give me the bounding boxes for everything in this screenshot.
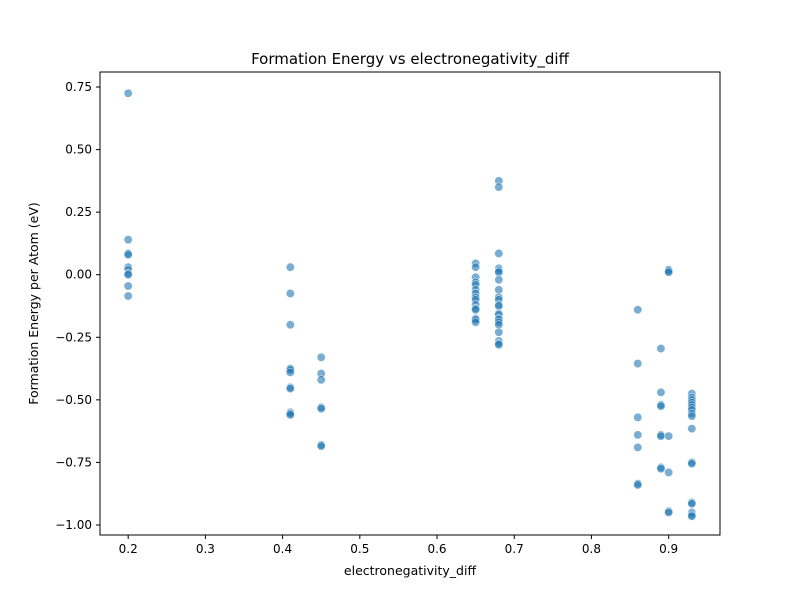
data-point — [633, 359, 643, 369]
data-point — [687, 499, 697, 509]
y-tick-label: −0.25 — [55, 330, 92, 344]
data-point — [316, 441, 326, 451]
data-point — [285, 320, 295, 330]
data-point — [494, 182, 504, 192]
y-tick-label: −1.00 — [55, 518, 92, 532]
data-point — [664, 431, 674, 441]
x-tick-label: 0.4 — [273, 542, 292, 556]
data-point — [687, 424, 697, 434]
data-point — [687, 459, 697, 469]
y-tick-label: −0.50 — [55, 393, 92, 407]
x-tick-label: 0.2 — [119, 542, 138, 556]
data-point — [494, 248, 504, 258]
data-point — [664, 267, 674, 277]
y-tick-label: 0.50 — [65, 143, 92, 157]
data-point — [687, 411, 697, 421]
data-point — [633, 412, 643, 422]
data-point — [471, 262, 481, 272]
y-tick-label: −0.75 — [55, 455, 92, 469]
data-point — [123, 281, 133, 291]
data-point — [316, 375, 326, 385]
y-axis-label: Formation Energy per Atom (eV) — [26, 202, 41, 405]
data-point — [494, 320, 504, 330]
data-points — [123, 88, 697, 521]
data-point — [285, 262, 295, 272]
data-point — [656, 387, 666, 397]
x-tick-label: 0.7 — [505, 542, 524, 556]
x-tick-label: 0.6 — [427, 542, 446, 556]
data-point — [633, 430, 643, 440]
data-point — [285, 410, 295, 420]
x-tick-label: 0.8 — [582, 542, 601, 556]
x-tick-label: 0.9 — [659, 542, 678, 556]
data-point — [664, 467, 674, 477]
data-point — [494, 285, 504, 295]
data-point — [494, 327, 504, 337]
data-point — [285, 367, 295, 377]
data-point — [494, 275, 504, 285]
x-tick-label: 0.5 — [350, 542, 369, 556]
data-point — [123, 250, 133, 260]
data-point — [494, 267, 504, 277]
y-tick-label: 0.25 — [65, 205, 92, 219]
plot-frame — [99, 71, 721, 536]
data-point — [494, 301, 504, 311]
data-point — [656, 344, 666, 354]
x-axis-ticks: 0.2 0.3 0.4 0.5 0.6 0.7 0.8 0.9 — [119, 535, 678, 556]
data-point — [285, 288, 295, 298]
x-tick-label: 0.3 — [196, 542, 215, 556]
data-point — [664, 507, 674, 517]
data-point — [471, 317, 481, 327]
data-point — [633, 480, 643, 490]
data-point — [471, 305, 481, 315]
y-axis-ticks: −1.00 −0.75 −0.50 −0.25 0.00 0.25 0.50 0.75 — [55, 80, 100, 532]
data-point — [123, 270, 133, 280]
chart-title: Formation Energy vs electronegativity_di… — [251, 50, 569, 69]
y-tick-label: 0.00 — [65, 268, 92, 282]
data-point — [633, 305, 643, 315]
data-point — [316, 404, 326, 414]
data-point — [656, 431, 666, 441]
x-axis-label: electronegativity_diff — [344, 563, 477, 578]
data-point — [123, 88, 133, 98]
data-point — [123, 291, 133, 301]
data-point — [687, 511, 697, 521]
data-point — [656, 464, 666, 474]
data-point — [656, 401, 666, 411]
y-tick-label: 0.75 — [65, 80, 92, 94]
data-point — [494, 340, 504, 350]
data-point — [316, 352, 326, 362]
data-point — [123, 235, 133, 245]
data-point — [633, 442, 643, 452]
data-point — [285, 384, 295, 394]
